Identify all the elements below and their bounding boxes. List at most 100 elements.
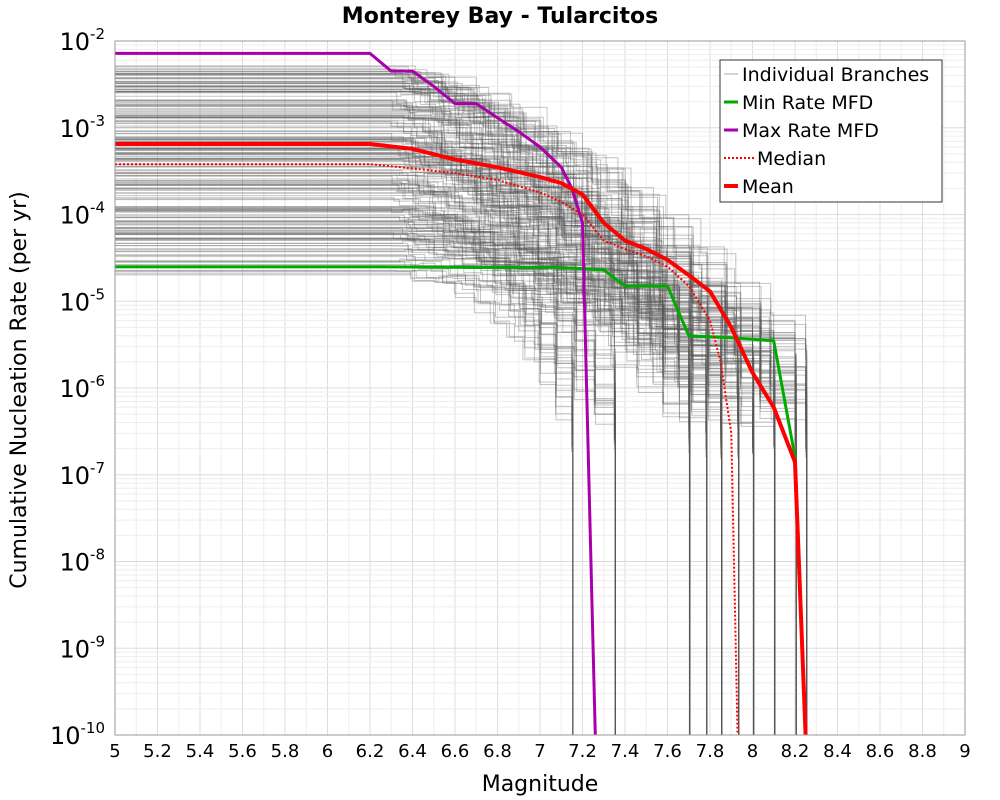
branch-line (115, 76, 808, 735)
branch-line (115, 173, 808, 735)
branch-line (115, 270, 691, 735)
branch-line (115, 238, 691, 735)
branch-line (115, 232, 616, 735)
branch-line (115, 66, 708, 735)
legend-label: Max Rate MFD (742, 120, 879, 142)
branch-line (115, 81, 797, 735)
branch-line (115, 189, 574, 735)
y-tick-label: 10-7 (59, 459, 105, 490)
branch-line (115, 163, 797, 735)
branch-line (115, 88, 797, 735)
x-tick-label: 5.6 (228, 741, 257, 762)
branch-line (115, 154, 723, 735)
branch-line (115, 91, 797, 735)
branch-line (115, 230, 808, 735)
branch-line (115, 165, 616, 735)
branch-line (115, 221, 740, 735)
x-axis-label: Magnitude (482, 772, 599, 797)
branch-line (115, 141, 797, 735)
branch-line (115, 116, 755, 735)
branch-line (115, 115, 691, 735)
branch-line (115, 109, 797, 735)
branch-line (115, 208, 616, 735)
branch-line (115, 151, 755, 735)
branch-line (115, 223, 691, 735)
branch-line (115, 81, 723, 735)
branch-line (115, 146, 616, 735)
branch-line (115, 115, 616, 735)
branch-line (115, 157, 708, 735)
branch-line (115, 274, 708, 735)
y-tick-label: 10-3 (59, 112, 105, 143)
branch-line (115, 158, 755, 735)
branch-line (115, 104, 616, 735)
branch-line (115, 142, 723, 735)
branch-line (115, 232, 776, 735)
branch-line (115, 137, 808, 735)
branch-line (115, 169, 740, 735)
branch-line (115, 149, 616, 735)
branch-line (115, 158, 691, 735)
branch-line (115, 121, 616, 735)
branch-line (115, 187, 808, 735)
branch-line (115, 232, 616, 735)
branch-line (115, 240, 755, 735)
x-tick-label: 7.4 (611, 741, 640, 762)
branch-line (115, 115, 616, 735)
branch-line (115, 208, 574, 735)
branch-line (115, 137, 691, 735)
branch-line (115, 238, 723, 735)
branch-line (115, 207, 808, 735)
branch-line (115, 86, 616, 735)
branch-line (115, 85, 797, 735)
branch-line (115, 239, 808, 735)
branch-line (115, 152, 740, 735)
plot-frame (114, 40, 966, 736)
branch-line (115, 178, 740, 735)
branch-line (115, 183, 723, 735)
branch-line (115, 159, 691, 735)
x-tick-label: 8 (747, 741, 758, 762)
branch-line (115, 188, 691, 735)
legend-label: Mean (742, 176, 794, 198)
branch-line (115, 103, 723, 735)
branch-line (115, 181, 574, 735)
branch-line (115, 234, 708, 735)
branch-line (115, 92, 574, 735)
branch-line (115, 78, 740, 735)
branch-line (115, 227, 755, 735)
branch-line (115, 127, 740, 735)
branch-line (115, 249, 691, 735)
branch-line (115, 112, 723, 735)
y-tick-label: 10-8 (59, 546, 105, 577)
branch-line (115, 184, 776, 735)
x-tick-label: 7.6 (653, 741, 682, 762)
branch-line (115, 224, 776, 735)
branch-line (115, 197, 616, 735)
branch-line (115, 193, 776, 735)
series-line-mean (115, 142, 808, 736)
x-tick-label: 6.2 (356, 741, 385, 762)
branch-line (115, 245, 740, 735)
branch-line (115, 156, 691, 735)
branch-line (115, 157, 740, 735)
legend: Individual Branches Min Rate MFD Max Rate … (719, 59, 943, 203)
branch-line (115, 189, 574, 735)
branch-line (115, 71, 755, 735)
branch-line (115, 238, 776, 735)
y-tick-label: 10-4 (59, 199, 105, 230)
branch-line (115, 73, 776, 735)
branch-line (115, 83, 797, 735)
branch-line (115, 138, 740, 735)
branch-line (115, 233, 616, 735)
branch-line (115, 206, 723, 735)
x-tick-label: 5.8 (271, 741, 300, 762)
branch-line (115, 80, 776, 735)
branch-line (115, 125, 808, 735)
x-tick-label: 6.8 (483, 741, 512, 762)
branch-line (115, 86, 755, 735)
branch-line (115, 175, 574, 735)
branch-line (115, 148, 691, 735)
branch-line (115, 236, 740, 735)
branch-line (115, 137, 797, 735)
